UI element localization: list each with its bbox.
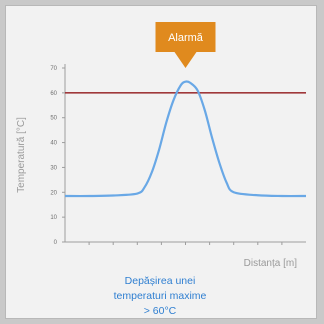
y-tick-label: 0 [54, 240, 58, 246]
y-tick-label: 20 [50, 190, 57, 196]
caption-line-1: Depășirea unei [124, 275, 196, 287]
caption-line-3: > 60°C [143, 305, 177, 317]
chart-caption: Depășirea unei temperaturi maxime > 60°C [60, 274, 260, 319]
alarm-callout-box [155, 22, 216, 52]
y-tick-label: 10 [50, 215, 57, 221]
y-tick-label: 50 [50, 116, 57, 122]
alarm-callout: Alarmă [155, 22, 216, 68]
y-tick-label: 70 [50, 66, 57, 72]
alarm-label: Alarmă [168, 32, 204, 44]
y-tick-label: 60 [50, 91, 57, 97]
x-axis-title: Distanța [m] [244, 258, 298, 269]
temperature-curve [64, 80, 307, 198]
y-axis-title: Temperatură [°C] [16, 117, 27, 193]
y-tick-label: 40 [50, 141, 57, 147]
caption-line-2: temperaturi maxime [113, 290, 207, 302]
chart-frame [5, 5, 317, 319]
alarm-callout-arrow [174, 52, 197, 68]
y-tick-label: 30 [50, 165, 57, 171]
